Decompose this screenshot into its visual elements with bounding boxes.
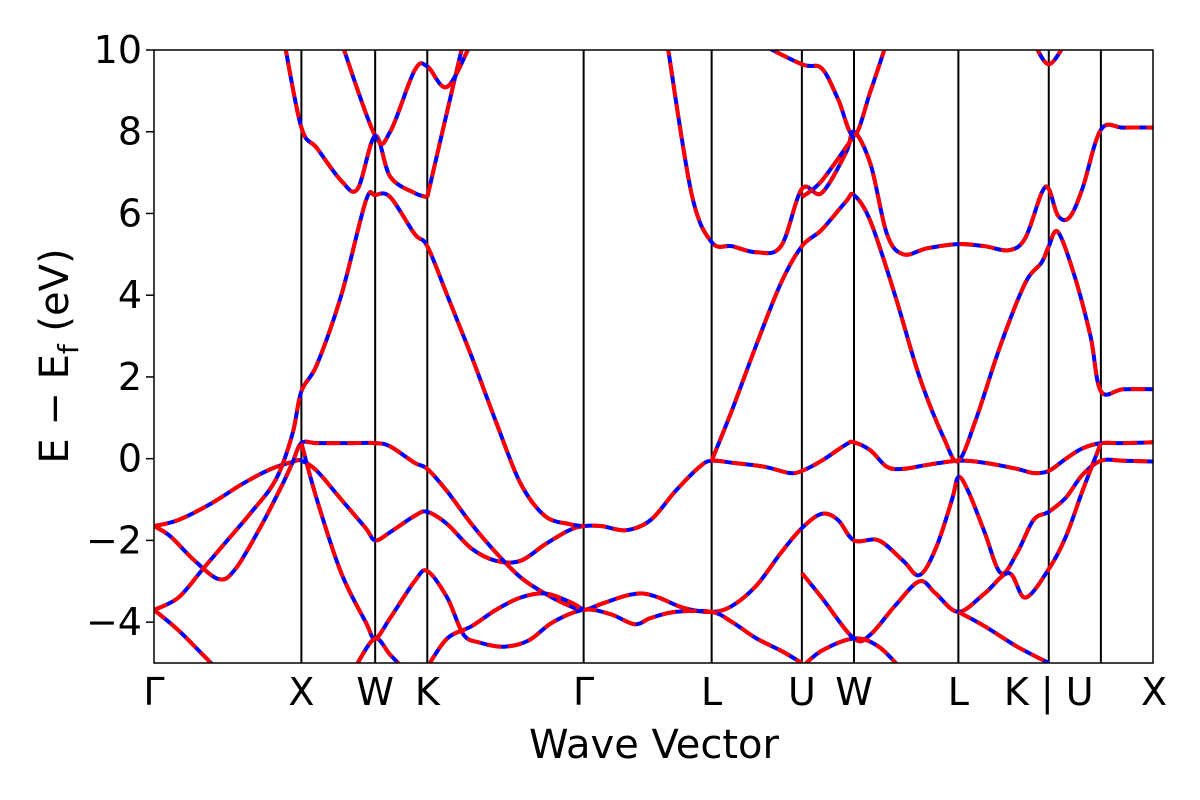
band-12-red [768, 50, 887, 138]
band-9-red [425, 50, 464, 198]
y-tick-label: −2 [86, 518, 142, 562]
x-tick-label: K [415, 670, 441, 714]
x-tick-label: W [356, 670, 394, 714]
band-curves [154, 50, 1153, 663]
x-tick-label: K | U [1004, 670, 1094, 715]
band-13-red [1035, 50, 1064, 67]
x-tick-label: Γ [143, 670, 164, 714]
y-axis-ticks: −4 −2 0 2 4 6 8 10 [86, 28, 154, 644]
high-symmetry-lines [300, 50, 1102, 663]
y-tick-label: 6 [118, 191, 142, 235]
band-5-blue [355, 636, 402, 663]
band-1-red [154, 439, 1153, 614]
y-axis-title-main: E − E [32, 354, 78, 464]
y-axis-title-unit: (eV) [32, 248, 78, 344]
band-15-red [800, 442, 1103, 644]
plot-frame [153, 49, 1154, 664]
band-17-red [957, 610, 1050, 663]
y-tick-label: 4 [118, 273, 142, 317]
y-axis-title: E − Ef (eV) [32, 248, 85, 463]
band-2-red [154, 190, 584, 612]
x-axis-title: Wave Vector [529, 722, 780, 768]
x-tick-label: X [288, 670, 314, 714]
y-tick-label: 8 [118, 110, 142, 154]
y-tick-label: −4 [86, 600, 142, 644]
y-axis-title-subscript: f [52, 343, 85, 354]
x-tick-label: U [788, 670, 816, 714]
x-tick-label: Γ [573, 670, 594, 714]
x-tick-label: L [701, 670, 722, 714]
band-3-red [154, 608, 214, 663]
band-7-red [283, 50, 428, 200]
band-7-blue [283, 50, 428, 200]
band-10-red [666, 50, 1153, 257]
x-tick-label: X [1141, 670, 1167, 714]
x-tick-label: L [948, 670, 969, 714]
y-tick-label: 10 [94, 28, 142, 72]
y-tick-label: 2 [118, 355, 142, 399]
band-15-blue [800, 442, 1103, 644]
band-11-red [709, 191, 1153, 464]
band-8-red [342, 50, 470, 146]
band-14-red [800, 134, 856, 199]
band-16-blue [803, 636, 899, 663]
band-4-red [299, 442, 803, 663]
band-10-blue [666, 50, 1153, 257]
x-tick-label: W [835, 670, 873, 714]
band-2-blue [154, 190, 584, 612]
band-12-blue [768, 50, 887, 138]
y-tick-label: 0 [118, 437, 142, 481]
band-16-red [803, 636, 899, 663]
band-6-red [427, 591, 585, 663]
band-4-blue [299, 442, 803, 663]
band-0-red [154, 439, 1153, 565]
